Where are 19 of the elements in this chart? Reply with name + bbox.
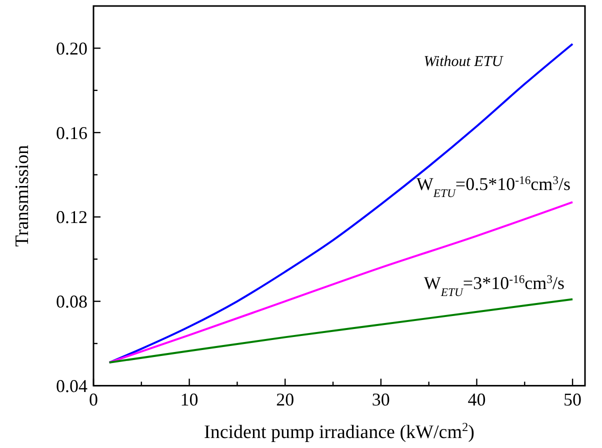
- x-tick-label: 20: [276, 390, 294, 410]
- line-series: [108, 298, 574, 364]
- x-axis-title: Incident pump irradiance (kW/cm$^{2}$): [204, 420, 474, 443]
- y-tick-label: 0.20: [56, 38, 88, 58]
- series-label: W$_{ETU}$=0.5*10$^{-16}$cm$^{3}$/s: [416, 174, 571, 200]
- x-tick-label: 10: [180, 390, 198, 410]
- series-label: Without ETU: [424, 54, 504, 70]
- y-tick-label: 0.16: [56, 122, 88, 143]
- line-series: [108, 201, 574, 364]
- x-tick-label: 50: [564, 390, 582, 410]
- y-axis-title: Transmission: [12, 144, 33, 247]
- x-tick-label: 0: [89, 390, 98, 410]
- y-tick-label: 0.04: [56, 376, 88, 396]
- series-label: W$_{ETU}$=3*10$^{-16}$cm$^{3}$/s: [424, 272, 565, 299]
- x-tick-label: 40: [468, 390, 486, 410]
- line-series: [108, 42, 574, 364]
- y-tick-label: 0.08: [56, 292, 88, 312]
- y-tick-label: 0.12: [56, 207, 88, 228]
- x-tick-label: 30: [372, 390, 390, 410]
